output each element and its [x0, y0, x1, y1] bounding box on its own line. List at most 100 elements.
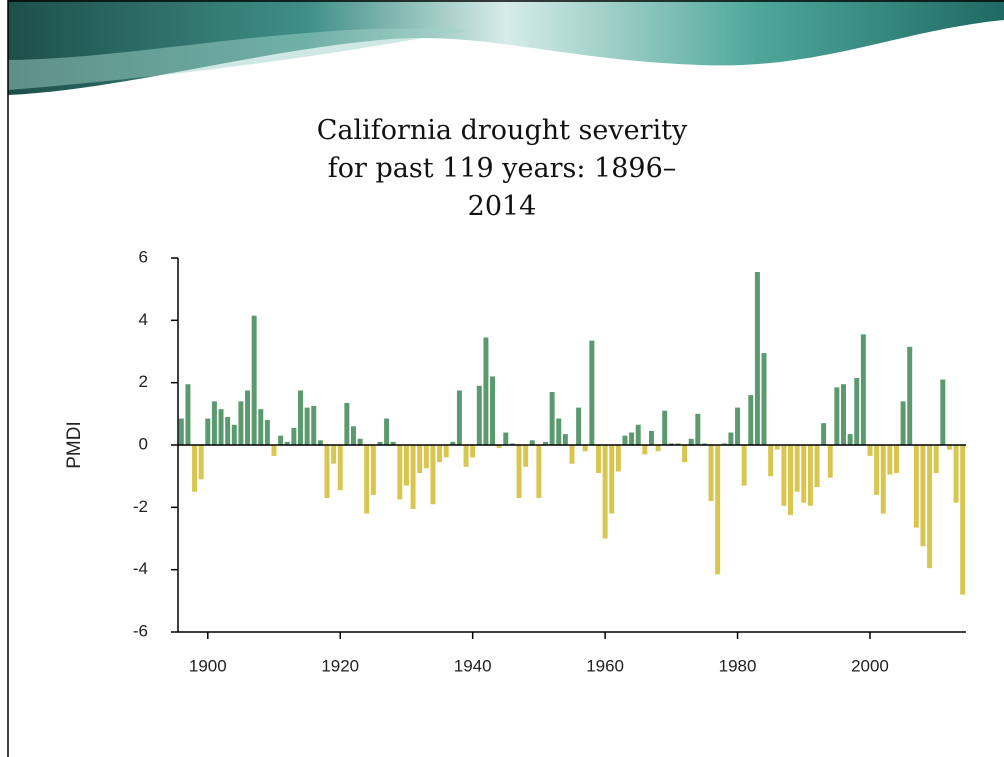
bar	[774, 445, 780, 450]
x-tick-label: 2000	[851, 656, 889, 675]
bar	[741, 445, 747, 486]
bar	[509, 443, 515, 445]
bar	[350, 426, 356, 445]
bar	[403, 445, 409, 486]
bar	[543, 441, 548, 445]
bar	[847, 434, 853, 445]
bar	[311, 406, 317, 445]
bar	[562, 434, 568, 445]
bar	[218, 409, 224, 445]
y-tick-label: -4	[133, 559, 148, 578]
bar	[430, 445, 436, 505]
y-tick-label: 4	[139, 310, 148, 329]
bar	[384, 418, 390, 445]
bar	[927, 445, 933, 569]
bar	[377, 441, 383, 445]
bar	[258, 409, 264, 445]
bar	[423, 445, 429, 469]
bar	[582, 445, 588, 452]
bar	[337, 445, 343, 491]
bar	[781, 445, 787, 506]
bar	[887, 445, 893, 475]
bar	[271, 445, 277, 456]
bar	[503, 432, 509, 445]
bar	[245, 390, 251, 445]
bar	[913, 445, 919, 528]
bar	[893, 445, 899, 474]
bar	[192, 445, 198, 492]
bar	[708, 445, 714, 502]
x-tick-label: 1900	[189, 656, 227, 675]
bar	[874, 445, 880, 495]
bar	[788, 445, 794, 516]
bar	[867, 445, 873, 456]
bar	[900, 401, 906, 445]
bar	[953, 445, 959, 503]
bar	[278, 435, 284, 445]
bar	[907, 346, 913, 445]
bar	[860, 334, 866, 445]
x-tick-label: 1980	[719, 656, 757, 675]
bar	[854, 377, 860, 445]
bar	[317, 440, 323, 445]
bar	[490, 376, 496, 445]
x-tick-label: 1940	[454, 656, 492, 675]
bar	[721, 443, 727, 445]
bar	[198, 445, 204, 480]
bar	[754, 272, 760, 445]
bar	[238, 401, 244, 445]
y-tick-label: -2	[133, 497, 148, 516]
header-wave-highlight	[8, 28, 470, 90]
bar	[364, 445, 370, 514]
bar	[940, 379, 946, 445]
y-axis-label: PMDI	[64, 421, 85, 469]
bar	[946, 445, 952, 450]
bar	[536, 445, 542, 498]
bar	[450, 441, 456, 445]
bar	[211, 401, 217, 445]
bar	[205, 418, 211, 445]
bar	[344, 402, 350, 445]
bar	[463, 445, 469, 467]
bar	[443, 445, 449, 458]
y-tick-label: 6	[139, 247, 148, 266]
bar	[655, 445, 661, 452]
bar	[695, 413, 701, 445]
bar	[390, 441, 396, 445]
bar	[264, 420, 270, 445]
bar	[814, 445, 820, 488]
bar	[576, 407, 582, 445]
bar	[801, 445, 807, 503]
bar	[821, 423, 827, 445]
bar	[761, 353, 767, 445]
bar	[298, 390, 303, 445]
bar	[675, 443, 681, 445]
bar	[496, 445, 502, 449]
bar	[920, 445, 926, 547]
bar	[185, 384, 191, 445]
bar	[225, 416, 231, 445]
bar	[410, 445, 416, 509]
bar	[370, 445, 376, 495]
bar	[178, 418, 184, 445]
x-tick-label: 1960	[586, 656, 624, 675]
bar	[960, 445, 966, 595]
y-tick-label: 2	[139, 372, 148, 391]
bar	[748, 395, 754, 445]
bar	[635, 424, 641, 445]
bar	[357, 438, 363, 445]
bar	[437, 445, 443, 463]
bar	[841, 384, 846, 445]
bar	[556, 418, 562, 445]
chart-title: California drought severity for past 119…	[316, 115, 688, 222]
bar	[933, 445, 939, 474]
bar	[417, 445, 423, 474]
bar	[304, 407, 310, 445]
bar	[476, 385, 482, 445]
bar	[483, 337, 489, 445]
bar	[728, 432, 734, 445]
bar	[880, 445, 886, 514]
bar	[470, 445, 476, 458]
bar	[827, 445, 833, 478]
bar	[794, 445, 800, 492]
